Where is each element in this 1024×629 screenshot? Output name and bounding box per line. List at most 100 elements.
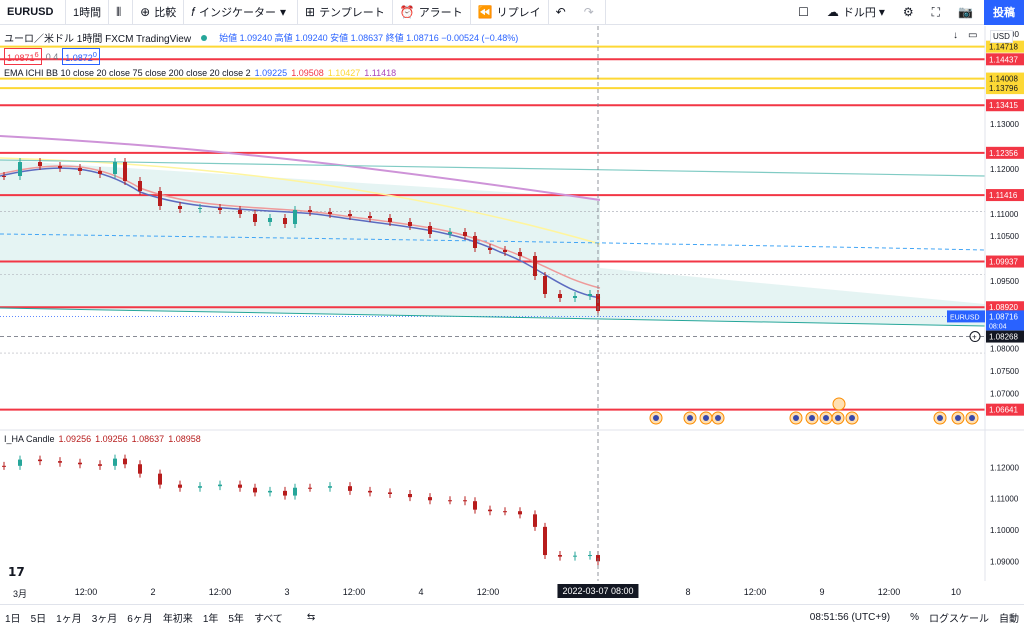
- alert-button[interactable]: ⏰ アラート: [393, 0, 471, 25]
- indicators-button[interactable]: 𝑓 インジケーター ▾: [184, 0, 298, 25]
- range-button-7[interactable]: 5年: [228, 613, 244, 625]
- ask-price-sup: 0: [92, 50, 97, 59]
- redo-button[interactable]: ↷: [577, 0, 606, 25]
- layout-button[interactable]: ☐: [791, 0, 820, 25]
- price-tick: 1.08000: [990, 345, 1019, 354]
- time-label: 10: [950, 587, 962, 597]
- ha-candle-body: [293, 487, 297, 496]
- event-flag-dot: [969, 415, 975, 421]
- price-tag: 1.12356: [989, 149, 1018, 158]
- candles-icon: ⫴: [116, 4, 122, 19]
- ask-price: 1.0872: [65, 53, 93, 63]
- ha-candle-body: [18, 459, 22, 466]
- replay-button[interactable]: ⏪ リプレイ: [471, 0, 549, 25]
- event-flag-dot: [809, 415, 815, 421]
- candle-style-button[interactable]: ⫴: [109, 0, 134, 25]
- interval-button[interactable]: 1時間: [66, 0, 110, 25]
- candle-body: [408, 222, 412, 226]
- price-tag: 1.09937: [989, 258, 1018, 267]
- candle-body: [218, 208, 222, 210]
- symbol-legend-title[interactable]: ユーロ／米ドル 1時間 FXCM TradingView: [4, 34, 192, 45]
- time-axis[interactable]: 3月 12:00 2 12:00 3 12:00 4 12:00 8 12:00 9 12:00 10 2…: [0, 581, 985, 603]
- log-scale-toggle[interactable]: ログスケール: [929, 613, 989, 625]
- candle-body: [123, 162, 127, 181]
- candle-body: [98, 171, 102, 174]
- price-tag-bg: [986, 82, 1024, 95]
- publish-button[interactable]: 投稿: [984, 0, 1024, 25]
- ha-candle-body: [573, 555, 577, 557]
- range-button-0[interactable]: 1日: [5, 613, 21, 625]
- range-buttons: 1日 5日 1ヶ月 3ヶ月 6ヶ月 年初来 1年 5年 すべて: [0, 610, 288, 625]
- price-tag: 1.06641: [989, 406, 1018, 415]
- compare-button[interactable]: ⊕ 比較: [133, 0, 185, 25]
- range-button-5[interactable]: 年初来: [162, 613, 193, 625]
- layout-name-button[interactable]: ☁ ドル円 ▾: [820, 0, 896, 25]
- event-flag-dot: [653, 415, 659, 421]
- add-alert-icon: [969, 331, 981, 343]
- chart-area[interactable]: 1.14718 1.14437 1.14008 1.13796 1.13415 1.123…: [0, 26, 1024, 581]
- undo-button[interactable]: ↶: [549, 0, 577, 25]
- currency-unit-button[interactable]: USD: [990, 30, 1013, 43]
- clock-display[interactable]: 08:51:56 (UTC+9): [809, 611, 891, 623]
- redo-icon: ↷: [583, 5, 594, 19]
- time-label: 12:00: [74, 587, 98, 597]
- time-label: 12:00: [877, 587, 901, 597]
- restore-button[interactable]: ▭: [968, 30, 978, 41]
- range-button-8[interactable]: すべて: [253, 613, 283, 625]
- indicator-value-2: 1.09508: [291, 68, 324, 78]
- time-label: 8: [685, 587, 691, 597]
- percent-toggle[interactable]: %: [910, 611, 919, 623]
- bid-price-button[interactable]: 1.08716: [4, 48, 42, 65]
- price-tag-bg: [986, 146, 1024, 159]
- ha-value-3: 1.08637: [131, 434, 165, 444]
- fullscreen-button[interactable]: ⛶: [925, 0, 951, 25]
- candle-body: [308, 210, 312, 212]
- current-price-tag: 1.08716: [989, 312, 1018, 321]
- indicator-legend[interactable]: EMA ICHI BB 10 close 20 close 75 close 2…: [4, 68, 396, 78]
- templates-button[interactable]: ⊞ テンプレート: [298, 0, 393, 25]
- ha-price-tick: 1.10000: [990, 526, 1019, 535]
- current-symbol-tag-bg: [947, 310, 985, 323]
- candle-body: [368, 216, 372, 218]
- indicator-value-4: 1.11418: [364, 68, 397, 78]
- scroll-down-button[interactable]: ↓: [953, 30, 958, 41]
- ask-price-button[interactable]: 1.08720: [62, 48, 100, 65]
- cloud-fill: [0, 160, 985, 326]
- auto-scale-toggle[interactable]: 自動: [999, 613, 1019, 625]
- ha-candle-body: [488, 509, 492, 512]
- ha-candle-body: [463, 500, 467, 502]
- top-toolbar: EURUSD 1時間 ⫴ ⊕ 比較 𝑓 インジケーター ▾ ⊞ テンプレート ⏰ アラート…: [0, 0, 1024, 25]
- ha-legend[interactable]: I_HA Candle 1.09256 1.09256 1.08637 1.08…: [4, 434, 201, 444]
- candle-body: [178, 206, 182, 209]
- time-label: 9: [819, 587, 825, 597]
- range-button-6[interactable]: 1年: [202, 613, 219, 625]
- event-flag-dot: [835, 415, 841, 421]
- cloud-top-line: [0, 159, 986, 177]
- bb-mid-line: [0, 233, 986, 251]
- cloud-icon: ☁: [826, 5, 839, 19]
- ha-candle-body: [123, 458, 127, 465]
- range-button-4[interactable]: 6ヶ月: [127, 613, 153, 625]
- date-range-button[interactable]: ⇆: [306, 611, 316, 623]
- time-label: 4: [418, 587, 424, 597]
- event-flag-dot: [955, 415, 961, 421]
- candle-body: [488, 248, 492, 250]
- settings-button[interactable]: ⚙: [896, 0, 925, 25]
- alert-label: アラート: [418, 7, 463, 19]
- snapshot-button[interactable]: 📷: [951, 0, 984, 25]
- range-button-2[interactable]: 1ヶ月: [56, 613, 82, 625]
- symbol-search-button[interactable]: EURUSD: [0, 0, 66, 25]
- chevron-down-icon: ▾: [279, 5, 286, 19]
- range-button-3[interactable]: 3ヶ月: [91, 613, 118, 625]
- price-tick: 1.09500: [990, 277, 1019, 286]
- time-label: 12:00: [342, 587, 366, 597]
- market-status-dot: [201, 34, 208, 41]
- price-tag: 1.14008: [989, 75, 1018, 84]
- event-flag-dot: [937, 415, 943, 421]
- undo-icon: ↶: [555, 5, 566, 19]
- fullscreen-icon: ⛶: [931, 4, 941, 19]
- event-flag-dot: [703, 415, 709, 421]
- range-button-1[interactable]: 5日: [30, 613, 47, 625]
